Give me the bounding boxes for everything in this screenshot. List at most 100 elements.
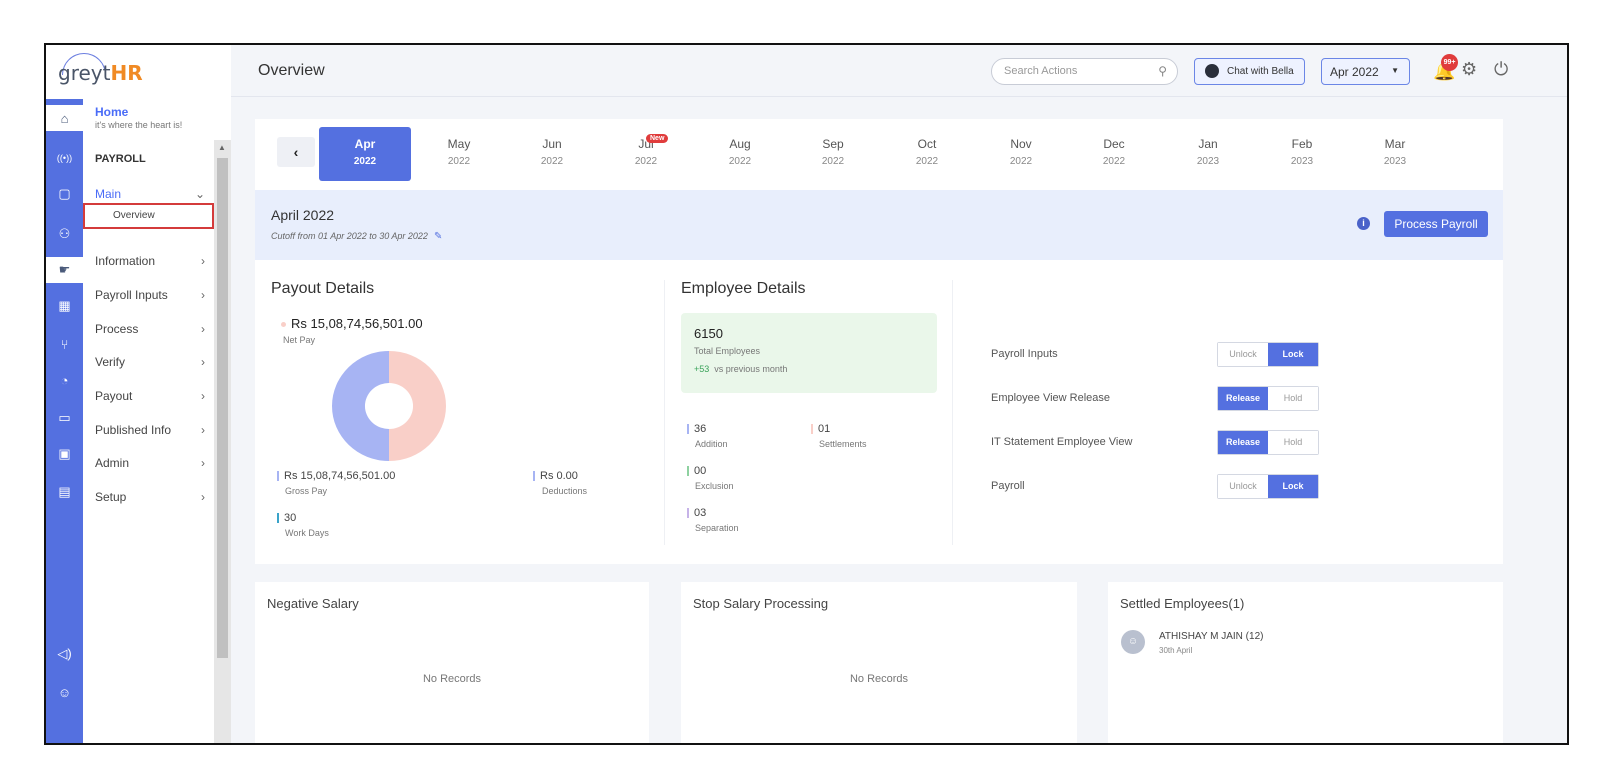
tab-month-dec[interactable]: Dec 2022 xyxy=(1068,127,1160,181)
settled-employee-name[interactable]: ATHISHAY M JAIN (12) xyxy=(1159,631,1264,642)
net-pay-legend-dot xyxy=(281,322,286,328)
home-icon[interactable]: ⌂ xyxy=(46,105,83,131)
tab-month-feb[interactable]: Feb 2023 xyxy=(1256,127,1348,181)
chevron-right-icon: › xyxy=(201,288,205,302)
sidebar-home[interactable]: Home it's where the heart is! xyxy=(83,99,231,139)
unlock-option[interactable]: Unlock xyxy=(1218,475,1268,498)
month-year: 2022 xyxy=(1009,156,1033,167)
sidebar-item-main[interactable]: Main ⌄ xyxy=(95,187,205,201)
power-icon[interactable]: ⏻ xyxy=(1494,59,1509,79)
people-icon[interactable]: ⚇ xyxy=(58,226,71,241)
tab-month-aug[interactable]: Aug 2022 xyxy=(694,127,786,181)
total-employees-box: 6150 Total Employees +53 vs previous mon… xyxy=(681,313,937,393)
month-year: 2022 xyxy=(821,156,845,167)
stop-salary-card: Stop Salary Processing No Records xyxy=(681,582,1077,743)
home-title[interactable]: Home xyxy=(95,105,129,119)
page-title: Overview xyxy=(258,62,325,79)
bella-avatar-icon xyxy=(1205,64,1219,78)
info-icon[interactable]: i xyxy=(1357,217,1370,230)
clipboard-icon[interactable]: ▢ xyxy=(58,186,71,201)
hold-option[interactable]: Hold xyxy=(1268,431,1318,454)
employee-delta: +53 vs previous month xyxy=(694,364,788,374)
payroll-inputs-label: Payroll Inputs xyxy=(991,348,1058,360)
sidebar-item-information[interactable]: Information › xyxy=(95,254,205,268)
month-dropdown[interactable]: Apr 2022 ▼ xyxy=(1321,58,1410,85)
tab-month-jul[interactable]: Jul 2022 New xyxy=(600,127,692,181)
month-label: Nov xyxy=(1010,137,1032,151)
month-year: 2023 xyxy=(1290,156,1314,167)
month-label: Sep xyxy=(822,137,844,151)
sidebar-item-setup[interactable]: Setup › xyxy=(95,490,205,504)
sidebar-item-payout[interactable]: Payout › xyxy=(95,389,205,403)
chevron-right-icon: › xyxy=(201,322,205,336)
news-icon[interactable]: ▤ xyxy=(58,484,71,499)
scroll-up-icon[interactable]: ▲ xyxy=(218,143,226,152)
top-header: Overview Search Actions ⚲ Chat with Bell… xyxy=(231,45,1567,97)
release-option[interactable]: Release xyxy=(1218,387,1268,410)
sidebar-item-verify[interactable]: Verify › xyxy=(95,355,205,369)
unlock-option[interactable]: Unlock xyxy=(1218,343,1268,366)
settlements-value: 01 xyxy=(811,423,830,435)
total-employees-label: Total Employees xyxy=(694,346,761,356)
chevron-right-icon: › xyxy=(201,456,205,470)
broadcast-icon[interactable]: ((•)) xyxy=(56,153,73,163)
greythr-logo[interactable]: greytHR xyxy=(58,61,143,85)
release-option[interactable]: Release xyxy=(1218,431,1268,454)
calendar-icon[interactable]: ▦ xyxy=(58,298,71,313)
tab-month-jan[interactable]: Jan 2023 xyxy=(1162,127,1254,181)
separation-value: 03 xyxy=(687,507,706,519)
user-profile-icon[interactable]: ☺ xyxy=(57,684,72,700)
month-year: 2022 xyxy=(540,156,564,167)
process-payroll-button[interactable]: Process Payroll xyxy=(1384,211,1488,237)
month-selector: ‹ Apr 2022 May 2022 Jun 2022 Jul 2022 New Aug 2022… xyxy=(255,119,1503,190)
home-subtitle: it's where the heart is! xyxy=(95,120,183,130)
sidebar-scrollbar[interactable]: ▲ ▼ xyxy=(214,140,231,743)
lock-option[interactable]: Lock xyxy=(1268,343,1318,366)
search-icon[interactable]: ⚲ xyxy=(1158,64,1167,78)
chevron-right-icon: › xyxy=(201,490,205,504)
tab-month-oct[interactable]: Oct 2022 xyxy=(881,127,973,181)
pencil-icon[interactable]: ✎ xyxy=(433,231,443,242)
month-year: 2023 xyxy=(1383,156,1407,167)
month-year: 2022 xyxy=(447,156,471,167)
month-label: Mar xyxy=(1384,137,1406,151)
sidebar-item-admin[interactable]: Admin › xyxy=(95,456,205,470)
workflow-icon[interactable]: ⑂ xyxy=(60,336,69,352)
chat-with-bella-button[interactable]: Chat with Bella xyxy=(1194,58,1305,85)
payroll-hand-icon[interactable]: ☛ xyxy=(46,257,83,283)
tab-month-jun[interactable]: Jun 2022 xyxy=(506,127,598,181)
sidebar-item-published-info[interactable]: Published Info › xyxy=(95,423,205,437)
previous-month-button[interactable]: ‹ xyxy=(277,137,315,167)
speaker-icon[interactable]: ◁) xyxy=(57,646,72,661)
sidebar-item-process[interactable]: Process › xyxy=(95,322,205,336)
tab-month-mar[interactable]: Mar 2023 xyxy=(1349,127,1441,181)
sidebar-item-overview[interactable]: Overview xyxy=(83,203,214,229)
tab-month-apr[interactable]: Apr 2022 xyxy=(319,127,411,181)
avatar: ☺ xyxy=(1121,630,1145,654)
settled-employee-date: 30th April xyxy=(1159,646,1193,655)
sidebar-item-payroll-inputs[interactable]: Payroll Inputs › xyxy=(95,288,205,302)
no-records-text: No Records xyxy=(422,673,482,685)
gross-pay-label: Gross Pay xyxy=(285,486,328,496)
search-input[interactable]: Search Actions ⚲ xyxy=(991,58,1178,85)
month-year: 2022 xyxy=(915,156,939,167)
chevron-right-icon: › xyxy=(201,355,205,369)
pie-chart-icon[interactable]: ◔ xyxy=(60,372,69,388)
hold-option[interactable]: Hold xyxy=(1268,387,1318,410)
tab-month-nov[interactable]: Nov 2022 xyxy=(975,127,1067,181)
gear-icon[interactable]: ⚙ xyxy=(1461,59,1478,79)
net-pay-slice xyxy=(389,351,446,461)
gross-pay-amount: Rs 15,08,74,56,501.00 xyxy=(277,470,395,482)
deductions-amount: Rs 0.00 xyxy=(533,470,578,482)
monitor-icon[interactable]: ▣ xyxy=(58,446,71,461)
period-title: April 2022 xyxy=(271,207,335,223)
tab-month-may[interactable]: May 2022 xyxy=(413,127,505,181)
exclusion-value: 00 xyxy=(687,465,706,477)
chevron-right-icon: › xyxy=(201,254,205,268)
negative-salary-title: Negative Salary xyxy=(267,596,359,611)
tab-month-sep[interactable]: Sep 2022 xyxy=(787,127,879,181)
lock-option[interactable]: Lock xyxy=(1268,475,1318,498)
settled-employees-title: Settled Employees(1) xyxy=(1120,596,1245,611)
scroll-thumb[interactable] xyxy=(217,158,228,658)
wallet-icon[interactable]: ▭ xyxy=(58,410,71,425)
